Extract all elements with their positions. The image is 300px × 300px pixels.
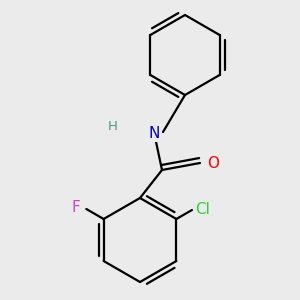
Text: N: N: [148, 125, 159, 140]
Text: H: H: [108, 119, 118, 133]
Text: Cl: Cl: [195, 202, 210, 217]
Text: F: F: [71, 200, 80, 215]
Text: O: O: [207, 155, 219, 170]
